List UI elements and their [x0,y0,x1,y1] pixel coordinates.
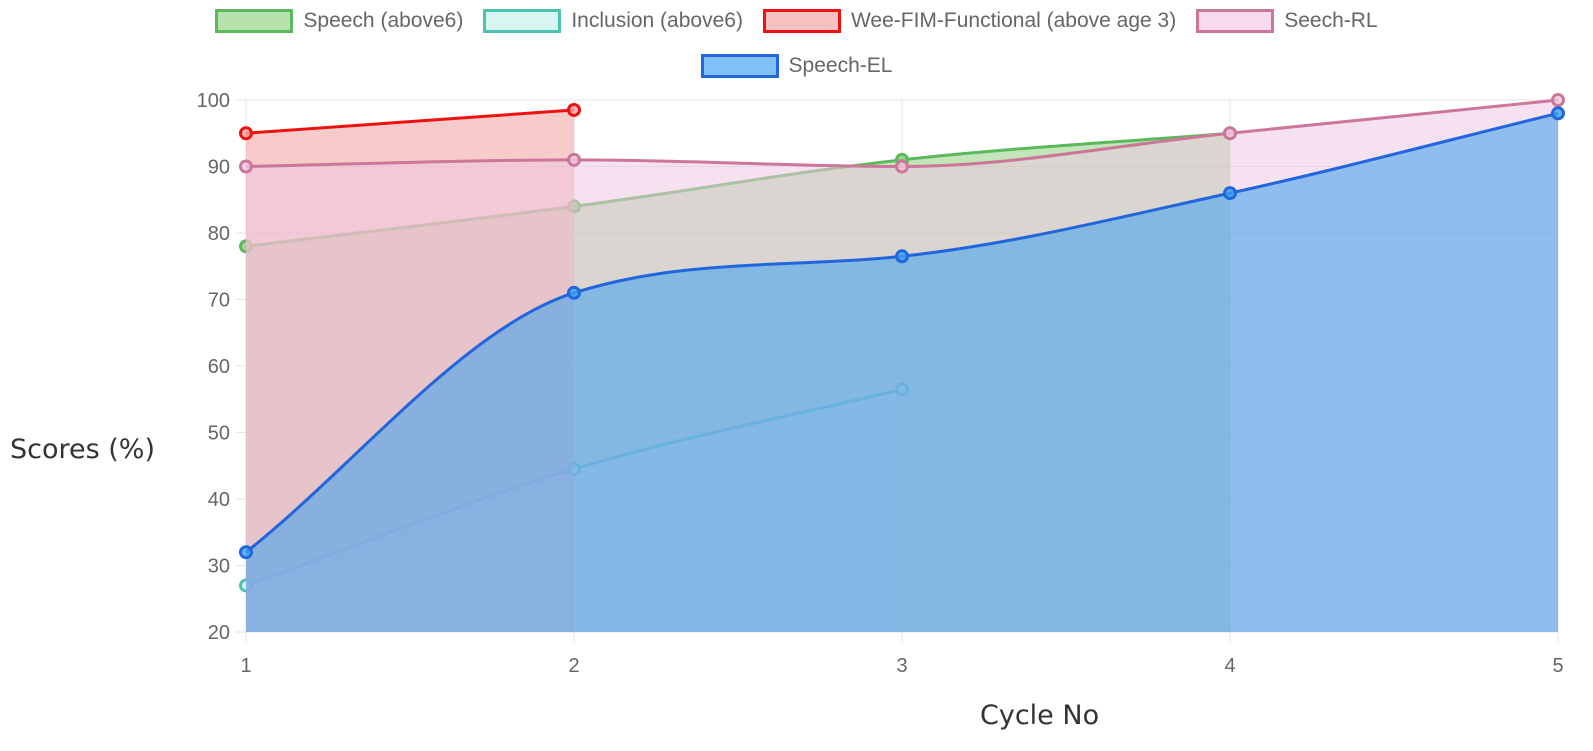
y-tick-label: 70 [208,290,230,312]
legend-swatch-speech-el [700,54,779,78]
legend-label-inclusion-above6: Inclusion (above6) [571,9,743,32]
y-tick-label: 30 [208,556,230,578]
y-tick-label: 90 [208,157,230,179]
legend-label-wee-fim-functional: Wee-FIM-Functional (above age 3) [850,9,1177,32]
data-point [567,152,581,167]
y-tick-label: 50 [208,423,230,445]
legend-swatch-wee-fim-functional [762,9,841,33]
legend-row-2: Speech-EL [0,54,1593,78]
data-point [1223,126,1237,141]
y-tick-label: 100 [197,90,230,112]
legend-swatch-speech-above6 [215,9,294,33]
legend-label-seech-rl: Seech-RL [1284,9,1378,32]
y-tick-label: 80 [208,223,230,245]
data-point [1551,93,1565,107]
legend-item-speech-el[interactable]: Speech-EL [700,54,893,78]
series-line [245,108,575,135]
legend-swatch-inclusion-above6 [483,9,562,33]
chart-legend: Speech (above6) Inclusion (above6) Wee-F… [0,0,1593,95]
y-tick-label: 20 [208,622,230,644]
legend-item-wee-fim-functional[interactable]: Wee-FIM-Functional (above age 3) [762,9,1177,33]
legend-label-speech-el: Speech-EL [788,54,893,77]
legend-row-1: Speech (above6) Inclusion (above6) Wee-F… [0,9,1593,33]
data-point [567,285,581,300]
x-axis-title: Cycle No [980,700,1100,731]
y-axis-title: Scores (%) [10,434,155,465]
x-tick-label: 1 [240,655,251,677]
data-point [239,159,253,174]
x-tick-label: 4 [1224,655,1235,677]
data-point [895,159,909,174]
legend-item-inclusion-above6[interactable]: Inclusion (above6) [483,9,743,33]
x-tick-label: 2 [568,655,579,677]
y-tick-label: 40 [208,489,230,511]
data-point [1551,106,1565,121]
x-tick-label: 5 [1552,655,1563,677]
legend-swatch-seech-rl [1196,9,1275,33]
y-tick-label: 60 [208,356,230,378]
data-point [567,102,581,117]
data-point [1223,186,1237,201]
legend-label-speech-above6: Speech (above6) [303,9,464,32]
series-speech-el [239,106,1565,633]
data-point [239,545,253,560]
series-area [246,113,1558,633]
x-tick-label: 3 [896,655,907,677]
data-point [895,249,909,264]
data-point [239,126,253,141]
legend-item-seech-rl[interactable]: Seech-RL [1196,9,1378,33]
legend-item-speech-above6[interactable]: Speech (above6) [215,9,463,33]
